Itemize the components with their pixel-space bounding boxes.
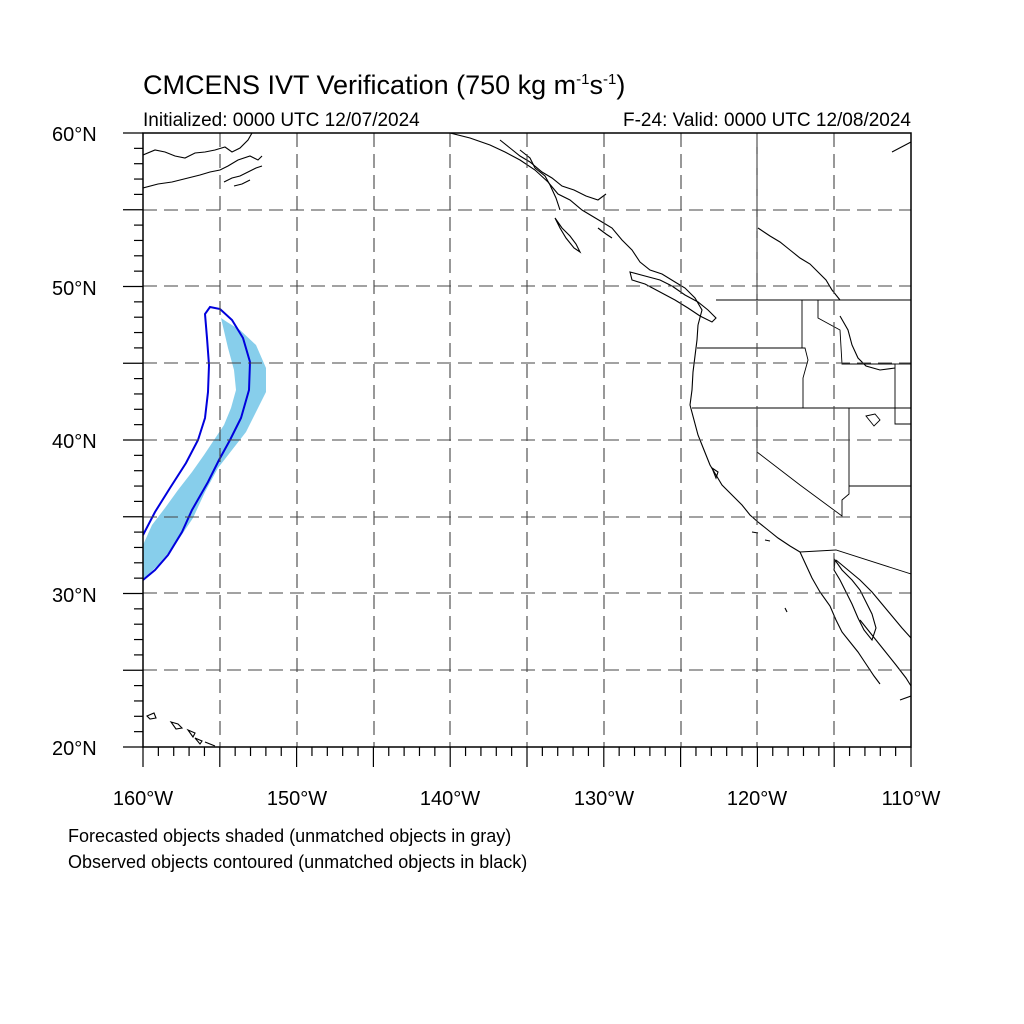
lat-label-50: 50°N [52,278,97,300]
lat-label-30: 30°N [52,585,97,607]
forecast-object [143,318,266,580]
lat-label-20: 20°N [52,738,97,760]
borders [692,133,911,575]
init-time-label: Initialized: 0000 UTC 12/07/2024 [143,110,420,131]
valid-time-label: F-24: Valid: 0000 UTC 12/08/2024 [623,110,911,131]
lat-label-60: 60°N [52,124,97,146]
coastlines [143,133,911,747]
lon-label-150w: 150°W [267,788,327,810]
axis-ticks [123,132,912,767]
lon-label-120w: 120°W [727,788,787,810]
legend-observed-note: Observed objects contoured (unmatched ob… [68,852,528,872]
legend-forecast-note: Forecasted objects shaded (unmatched obj… [68,826,512,846]
lat-label-40: 40°N [52,431,97,453]
graticule [143,133,911,747]
lon-label-160w: 160°W [113,788,173,810]
lon-label-110w: 110°W [882,788,941,810]
chart-title: CMCENS IVT Verification (750 kg m-1s-1) [143,70,626,100]
observed-contour [143,305,252,581]
lon-label-140w: 140°W [420,788,480,810]
lon-label-130w: 130°W [574,788,634,810]
